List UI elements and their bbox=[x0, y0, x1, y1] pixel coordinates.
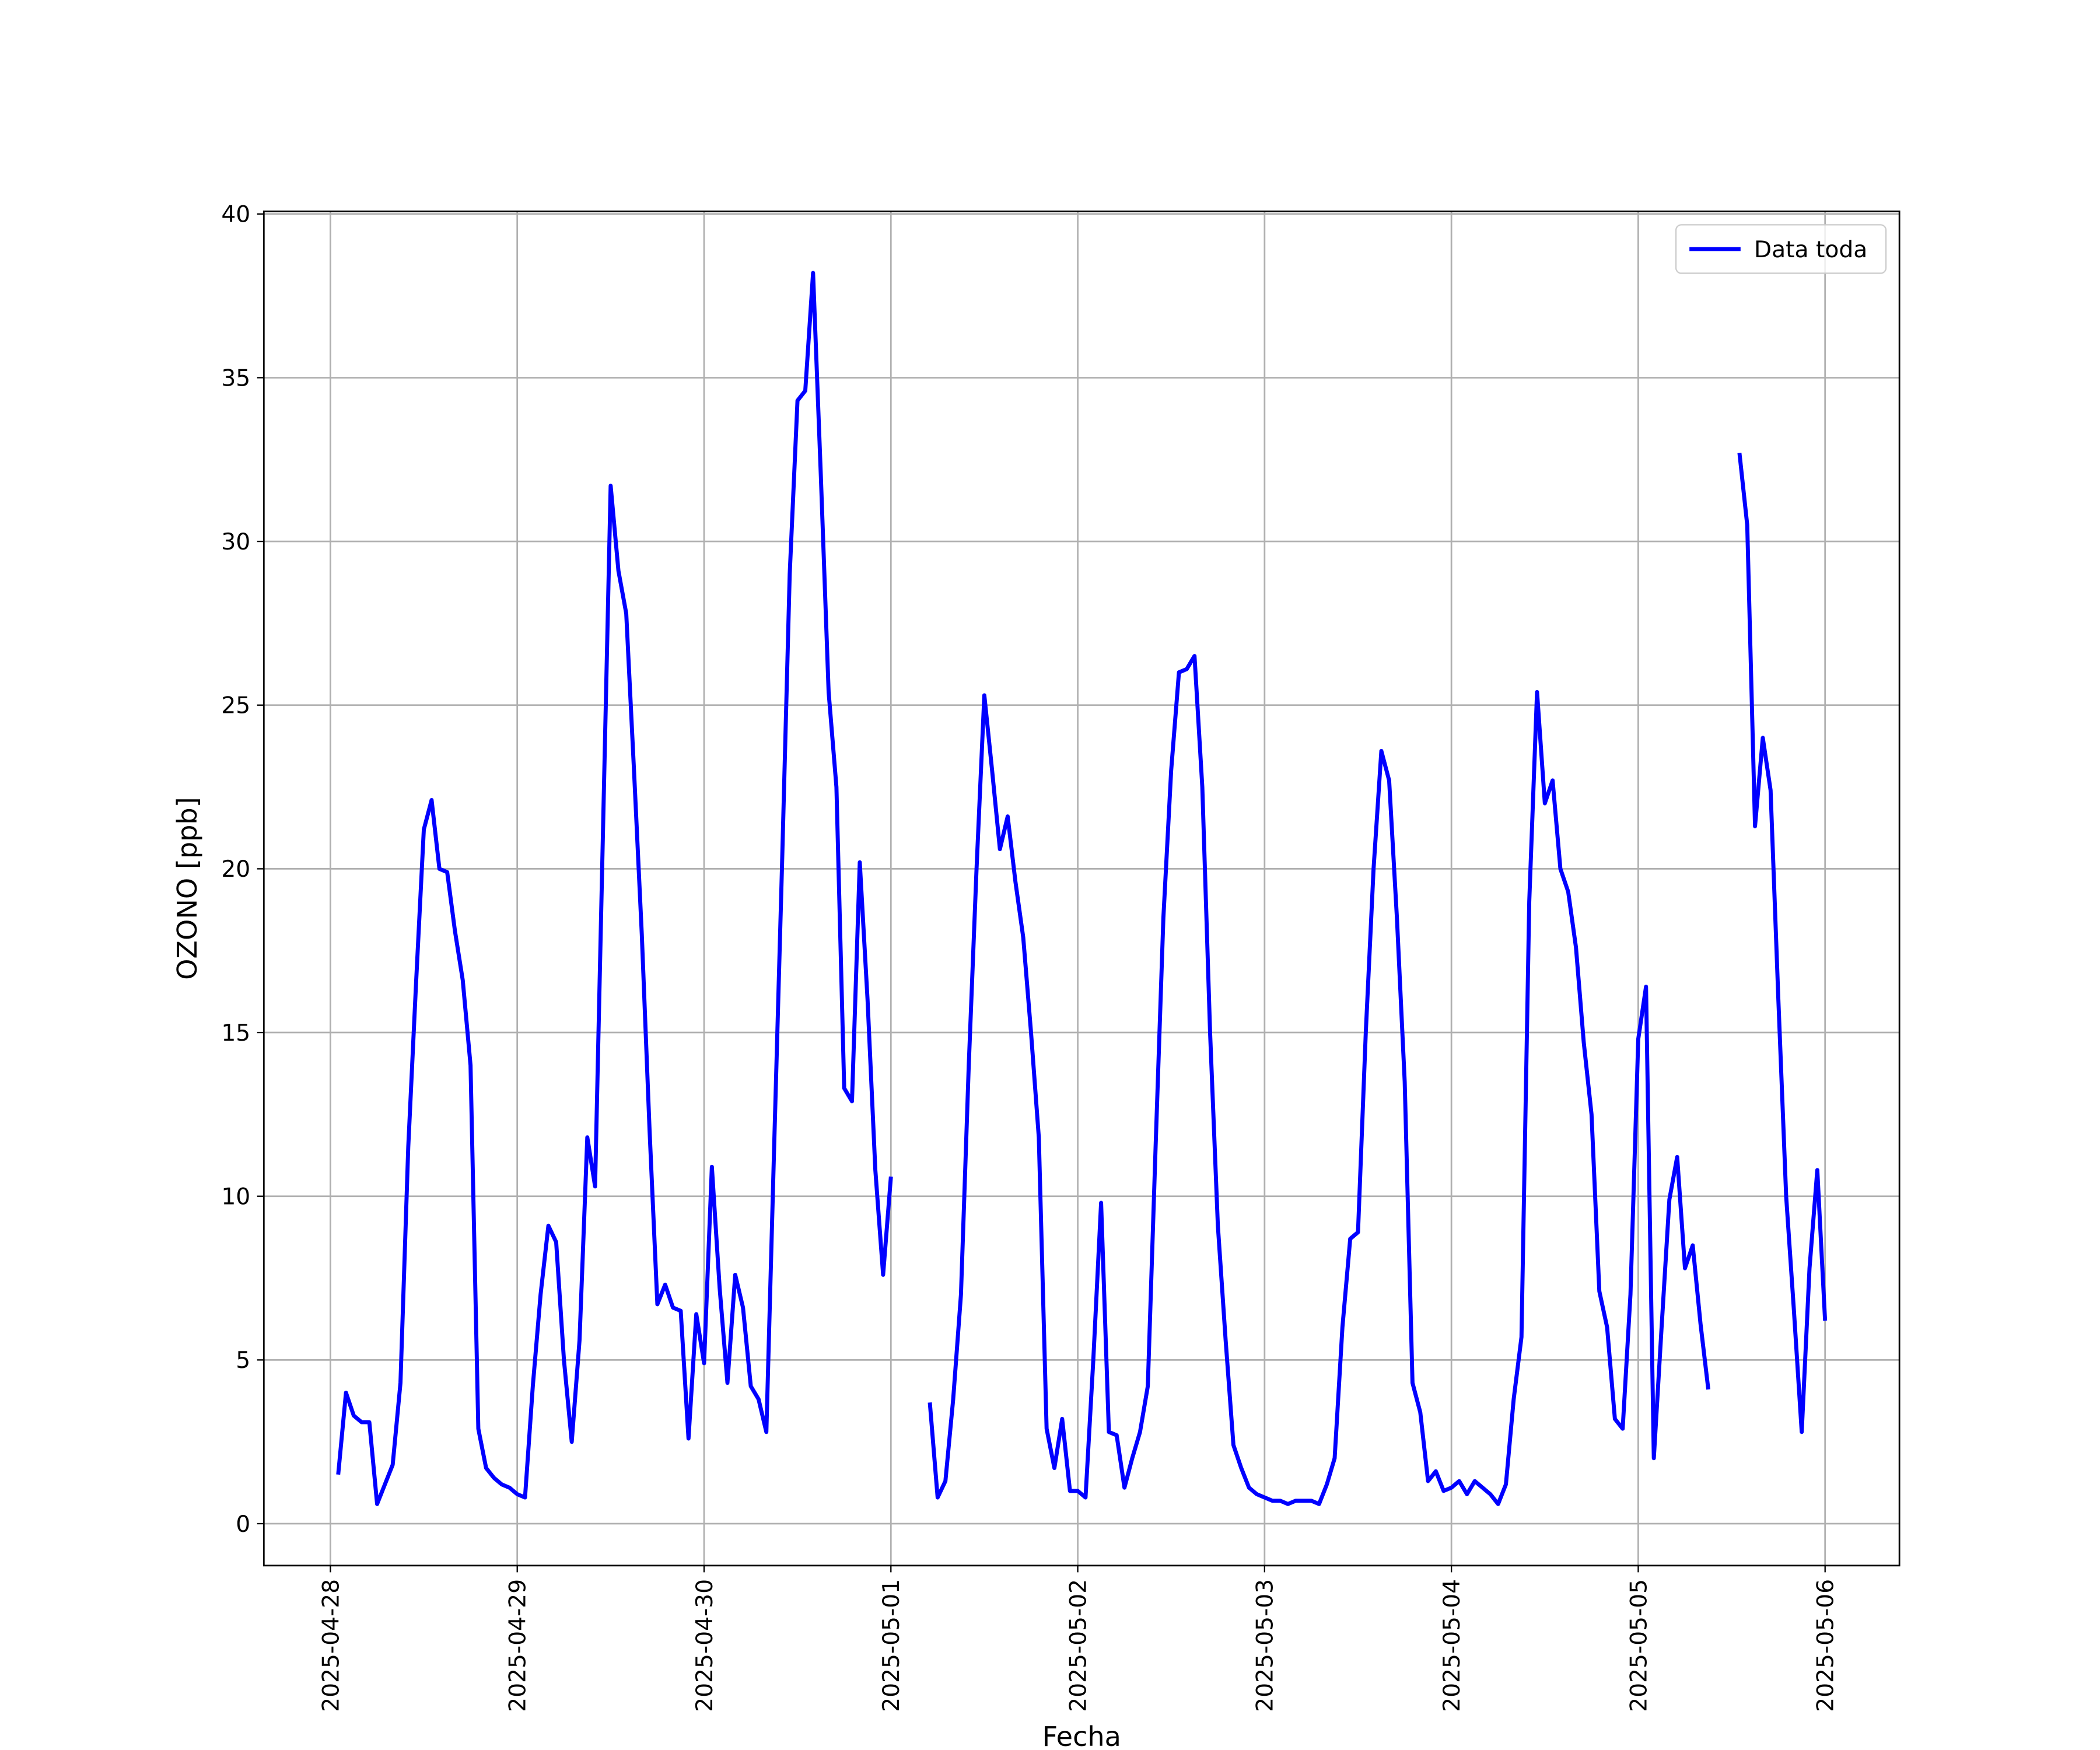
legend-box bbox=[1675, 224, 1887, 274]
x-axis-label: Fecha bbox=[1042, 1721, 1121, 1750]
x-tick-label: 2025-04-29 bbox=[505, 1579, 531, 1712]
x-tick-label: 2025-04-30 bbox=[692, 1579, 718, 1712]
y-tick-label: 35 bbox=[221, 365, 250, 391]
legend-label: Data toda bbox=[1754, 237, 1867, 263]
y-tick-label: 25 bbox=[221, 693, 250, 719]
x-tick-label: 2025-05-03 bbox=[1252, 1579, 1279, 1712]
x-tick-label: 2025-05-06 bbox=[1813, 1579, 1839, 1712]
x-tick-label: 2025-05-04 bbox=[1439, 1579, 1465, 1712]
legend: Data toda bbox=[1675, 224, 1887, 274]
y-tick-label: 15 bbox=[221, 1020, 250, 1046]
ticks: 0 5 10 15 20 25 30 35 40 2025-04-28 2025-04-29 2025… bbox=[221, 202, 1839, 1712]
y-tick-label: 40 bbox=[221, 202, 250, 228]
x-tick-label: 2025-04-28 bbox=[318, 1579, 344, 1712]
x-tick-label: 2025-05-05 bbox=[1626, 1579, 1652, 1712]
x-tick-label: 2025-05-01 bbox=[878, 1579, 905, 1712]
y-tick-label: 10 bbox=[221, 1184, 250, 1210]
y-axis-label: OZONO [ppb] bbox=[172, 797, 203, 980]
y-tick-label: 20 bbox=[221, 856, 250, 883]
plot-area bbox=[336, 271, 1828, 1506]
axes-frame bbox=[262, 210, 1901, 1567]
data-line bbox=[336, 271, 1828, 1506]
y-tick-label: 30 bbox=[221, 529, 250, 555]
x-tick-label: 2025-05-02 bbox=[1065, 1579, 1091, 1712]
grid bbox=[264, 211, 1900, 1566]
y-tick-label: 0 bbox=[236, 1511, 250, 1538]
y-tick-label: 5 bbox=[236, 1348, 250, 1374]
